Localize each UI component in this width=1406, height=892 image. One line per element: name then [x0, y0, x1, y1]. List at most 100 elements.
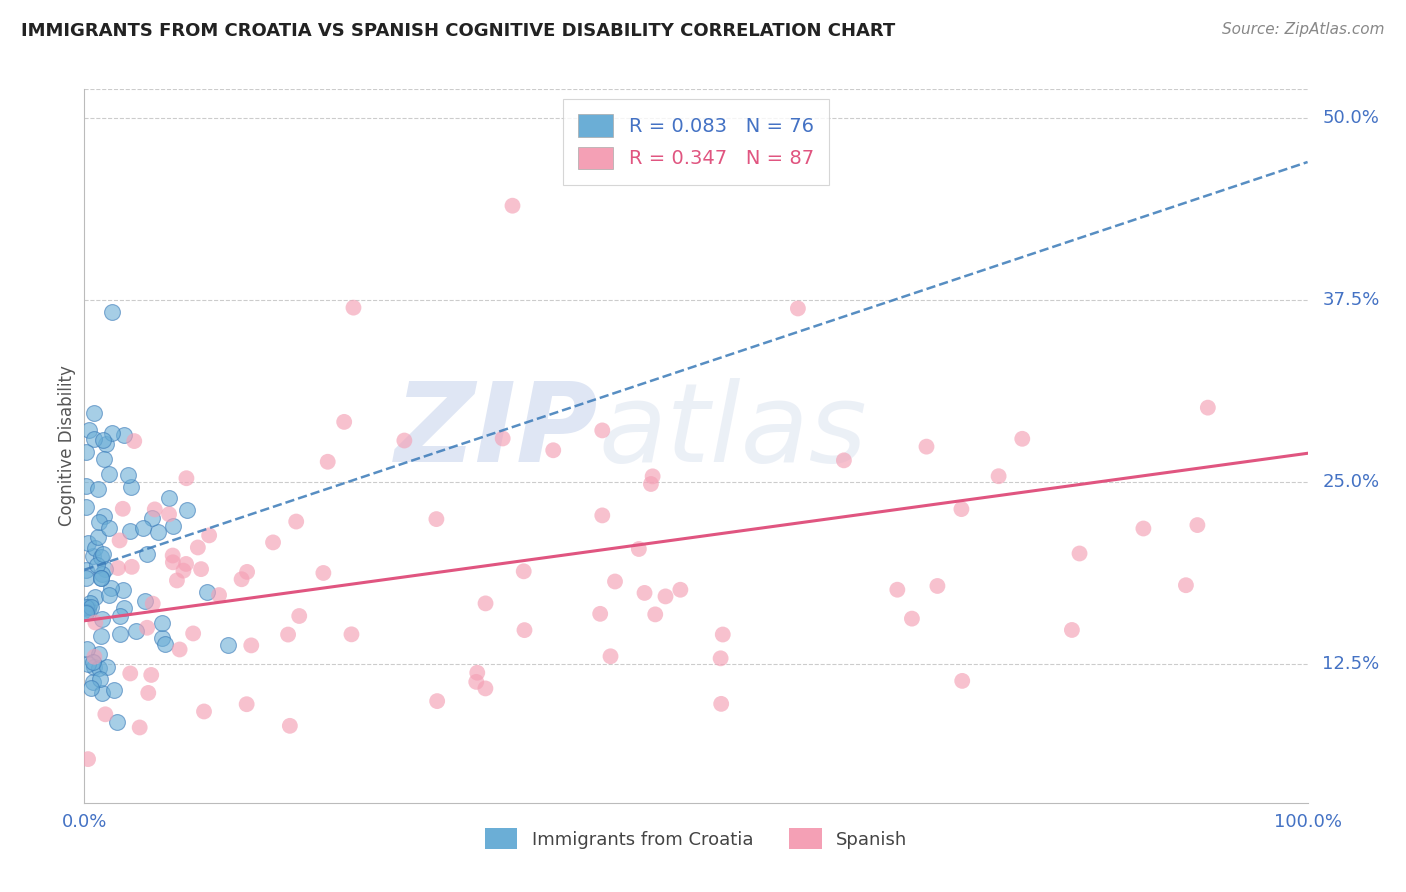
- Point: [1187, 518, 1209, 533]
- Point: [541, 443, 564, 458]
- Point: [1069, 547, 1091, 561]
- Point: [87, 482, 110, 496]
- Point: [77, 752, 100, 766]
- Point: [94, 437, 117, 451]
- Point: [231, 572, 253, 586]
- Point: [157, 508, 180, 522]
- Point: [134, 594, 156, 608]
- Point: [1060, 623, 1083, 637]
- Point: [101, 426, 124, 441]
- Point: [950, 502, 973, 516]
- Text: Source: ZipAtlas.com: Source: ZipAtlas.com: [1222, 22, 1385, 37]
- Point: [150, 631, 173, 645]
- Point: [90, 571, 112, 585]
- Text: 25.0%: 25.0%: [1322, 474, 1379, 491]
- Point: [76, 602, 98, 616]
- Point: [87, 661, 110, 675]
- Point: [108, 609, 131, 624]
- Point: [599, 649, 621, 664]
- Point: [141, 668, 163, 682]
- Point: [90, 571, 112, 585]
- Point: [711, 627, 734, 641]
- Point: [181, 626, 204, 640]
- Point: [174, 557, 197, 571]
- Point: [193, 705, 215, 719]
- Point: [75, 563, 97, 577]
- Point: [312, 566, 335, 580]
- Point: [89, 629, 111, 643]
- Point: [75, 479, 97, 493]
- Point: [98, 467, 121, 481]
- Point: [80, 600, 103, 615]
- Point: [172, 564, 194, 578]
- Point: [75, 599, 97, 614]
- Point: [987, 469, 1010, 483]
- Point: [100, 305, 122, 319]
- Point: [128, 721, 150, 735]
- Point: [832, 453, 855, 467]
- Point: [75, 500, 97, 514]
- Point: [1011, 432, 1033, 446]
- Point: [91, 612, 114, 626]
- Point: [603, 574, 626, 589]
- Point: [591, 508, 613, 523]
- Point: [474, 681, 496, 696]
- Text: ZIP: ZIP: [395, 378, 598, 485]
- Point: [100, 581, 122, 595]
- Text: IMMIGRANTS FROM CROATIA VS SPANISH COGNITIVE DISABILITY CORRELATION CHART: IMMIGRANTS FROM CROATIA VS SPANISH COGNI…: [21, 22, 896, 40]
- Point: [84, 615, 107, 630]
- Point: [83, 406, 105, 420]
- Point: [94, 707, 117, 722]
- Point: [103, 683, 125, 698]
- Text: 12.5%: 12.5%: [1322, 656, 1379, 673]
- Point: [153, 637, 176, 651]
- Point: [117, 467, 139, 482]
- Point: [627, 541, 650, 556]
- Point: [121, 559, 143, 574]
- Point: [162, 519, 184, 533]
- Text: 37.5%: 37.5%: [1322, 292, 1379, 310]
- Point: [187, 541, 209, 555]
- Point: [98, 588, 121, 602]
- Point: [162, 549, 184, 563]
- Point: [333, 415, 356, 429]
- Point: [118, 524, 141, 538]
- Point: [79, 597, 101, 611]
- Point: [112, 428, 135, 442]
- Point: [75, 605, 97, 619]
- Point: [108, 533, 131, 548]
- Point: [950, 673, 973, 688]
- Point: [86, 558, 108, 573]
- Point: [76, 657, 98, 671]
- Point: [425, 512, 447, 526]
- Point: [112, 601, 135, 615]
- Point: [142, 597, 165, 611]
- Point: [236, 565, 259, 579]
- Point: [644, 607, 666, 622]
- Point: [120, 666, 142, 681]
- Point: [190, 562, 212, 576]
- Point: [426, 694, 449, 708]
- Point: [787, 301, 810, 316]
- Point: [474, 596, 496, 610]
- Point: [96, 660, 118, 674]
- Point: [143, 502, 166, 516]
- Point: [90, 566, 112, 581]
- Point: [492, 432, 515, 446]
- Point: [901, 612, 924, 626]
- Point: [502, 199, 524, 213]
- Point: [1174, 578, 1197, 592]
- Point: [84, 590, 107, 604]
- Point: [633, 586, 655, 600]
- Point: [512, 564, 534, 578]
- Point: [150, 615, 173, 630]
- Point: [1197, 401, 1219, 415]
- Point: [591, 424, 613, 438]
- Point: [886, 582, 908, 597]
- Point: [278, 719, 301, 733]
- Point: [77, 536, 100, 550]
- Point: [285, 515, 308, 529]
- Point: [169, 642, 191, 657]
- Point: [83, 432, 105, 446]
- Point: [83, 649, 105, 664]
